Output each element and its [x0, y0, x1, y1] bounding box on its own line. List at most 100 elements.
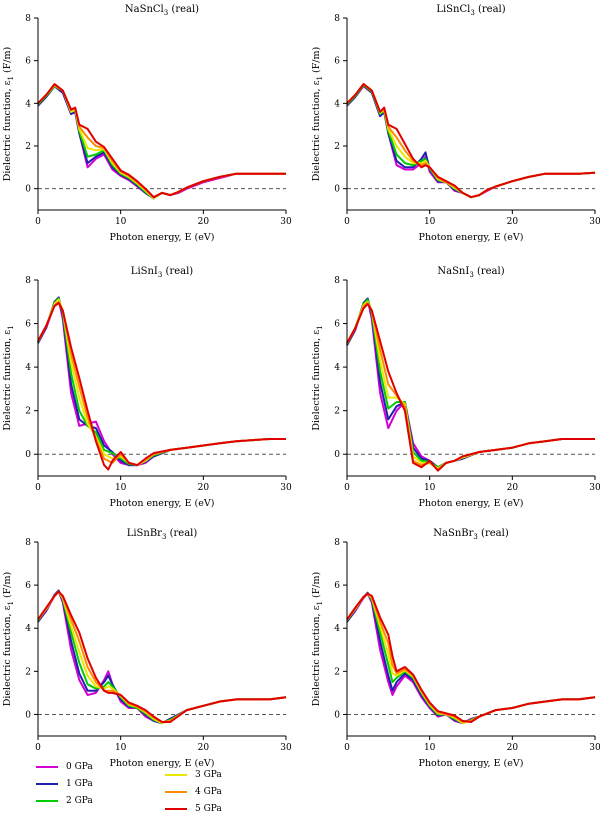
y-tick-label: 0	[334, 185, 340, 195]
series-line-1-gpa	[346, 591, 596, 725]
chart-title: NaSnI3 (real)	[437, 266, 504, 279]
series-line-4-gpa	[37, 84, 286, 199]
chart-title: NaSnBr3 (real)	[433, 528, 509, 541]
x-tick-label: 10	[424, 743, 436, 753]
y-axis-label-subscript: 1	[316, 76, 324, 80]
x-tick-label: 20	[507, 217, 519, 227]
legend-item: 1 GPa	[36, 779, 93, 789]
x-tick-label: 20	[198, 217, 210, 227]
series-line-4-gpa	[346, 83, 596, 199]
x-axis-label: Photon energy, E (eV)	[110, 498, 215, 509]
x-tick-label: 10	[424, 483, 436, 493]
chart-panel-6: NaSnBr3 (real) 0 10 20 30 0 2 4 6 8 Photon energy,…	[311, 528, 600, 769]
y-tick-label: 2	[25, 407, 31, 417]
legend-item: 0 GPa	[36, 762, 93, 772]
chart-title: LiSnCl3 (real)	[436, 4, 505, 17]
x-axis-label: Photon energy, E (eV)	[419, 758, 524, 769]
legend-item: 5 GPa	[165, 804, 222, 814]
chart-title-subscript: 3	[158, 271, 162, 279]
legend-item: 3 GPa	[165, 770, 222, 780]
y-tick-label: 6	[25, 581, 31, 591]
series-line-3-gpa	[346, 83, 596, 199]
y-tick-label: 8	[25, 14, 31, 24]
y-tick-label: 6	[25, 320, 31, 330]
y-tick-label: 8	[334, 14, 340, 24]
y-tick-label: 6	[334, 57, 340, 67]
series-line-1-gpa	[37, 85, 286, 200]
x-tick-label: 0	[35, 483, 41, 493]
y-axis-label: Dielectric function, ε1	[2, 325, 15, 430]
x-axis-label: Photon energy, E (eV)	[419, 498, 524, 509]
y-tick-label: 4	[334, 624, 340, 634]
y-tick-label: 6	[25, 57, 31, 67]
x-axis-label: Photon energy, E (eV)	[110, 232, 215, 243]
y-tick-label: 4	[25, 363, 31, 373]
x-tick-label: 20	[507, 483, 519, 493]
legend-label: 1 GPa	[66, 779, 93, 789]
series-line-5-gpa	[346, 592, 596, 723]
y-tick-label: 6	[334, 320, 340, 330]
series-line-5-gpa	[346, 83, 596, 199]
legend-label: 4 GPa	[195, 787, 222, 797]
y-tick-label: 0	[334, 450, 340, 460]
series-line-2-gpa	[37, 85, 286, 200]
y-axis-label: Dielectric function, ε1	[311, 325, 324, 430]
y-tick-label: 0	[334, 710, 340, 720]
chart-title: LiSnBr3 (real)	[127, 528, 198, 541]
y-axis-label-prefix: Dielectric function, ε	[2, 80, 13, 181]
y-axis-label-suffix: (F/m)	[2, 47, 13, 76]
chart-title-suffix: (real)	[166, 528, 197, 539]
x-tick-label: 30	[280, 743, 292, 753]
x-tick-label: 0	[35, 743, 41, 753]
x-tick-label: 10	[115, 217, 127, 227]
legend-item: 4 GPa	[165, 787, 222, 797]
y-tick-label: 4	[25, 99, 31, 109]
x-tick-label: 10	[115, 743, 127, 753]
chart-title: NaSnCl3 (real)	[125, 4, 199, 17]
legend-swatch	[165, 791, 187, 793]
y-axis-label-suffix: (F/m)	[311, 572, 322, 601]
legend-label: 2 GPa	[66, 796, 93, 806]
series-line-2-gpa	[346, 84, 596, 199]
x-tick-label: 10	[424, 217, 436, 227]
x-tick-label: 0	[344, 217, 350, 227]
x-tick-label: 30	[280, 483, 292, 493]
chart-panel-5: LiSnBr3 (real) 0 10 20 30 0 2 4 6 8 Photon energy,…	[2, 528, 292, 769]
chart-title-formula: NaSnBr	[433, 528, 473, 539]
series-line-0-gpa	[346, 85, 596, 199]
series-line-5-gpa	[37, 590, 287, 723]
x-tick-label: 30	[589, 217, 600, 227]
x-axis-label: Photon energy, E (eV)	[110, 758, 215, 769]
x-tick-label: 0	[35, 217, 41, 227]
y-tick-label: 2	[334, 667, 340, 677]
legend-swatch	[36, 783, 58, 785]
x-tick-label: 30	[589, 743, 600, 753]
legend-label: 5 GPa	[195, 804, 222, 814]
series-line-1-gpa	[37, 589, 287, 725]
y-axis-label-subscript: 1	[7, 601, 15, 605]
x-tick-label: 10	[115, 483, 127, 493]
y-tick-label: 4	[25, 624, 31, 634]
y-axis-label-prefix: Dielectric function, ε	[2, 330, 13, 431]
series-line-5-gpa	[37, 301, 286, 471]
y-tick-label: 2	[25, 142, 31, 152]
chart-title-subscript: 3	[162, 533, 166, 541]
chart-title-suffix: (real)	[162, 266, 193, 277]
y-axis-label-subscript: 1	[316, 325, 324, 329]
y-axis-label-prefix: Dielectric function, ε	[311, 330, 322, 431]
y-tick-label: 8	[334, 538, 340, 548]
chart-panel-3: LiSnI3 (real) 0 10 20 30 0 2 4 6 8 Photon energy, …	[2, 266, 292, 509]
y-tick-label: 8	[25, 538, 31, 548]
series-line-5-gpa	[37, 83, 286, 199]
chart-title-suffix: (real)	[478, 528, 509, 539]
chart-title-suffix: (real)	[474, 266, 505, 277]
x-tick-label: 20	[198, 743, 210, 753]
y-tick-label: 2	[334, 407, 340, 417]
x-tick-label: 30	[280, 217, 292, 227]
x-tick-label: 30	[589, 483, 600, 493]
y-axis-label-subscript: 1	[7, 325, 15, 329]
y-axis-label-subscript: 1	[316, 601, 324, 605]
y-axis-label: Dielectric function, ε1 (F/m)	[311, 572, 324, 706]
y-tick-label: 0	[25, 710, 31, 720]
